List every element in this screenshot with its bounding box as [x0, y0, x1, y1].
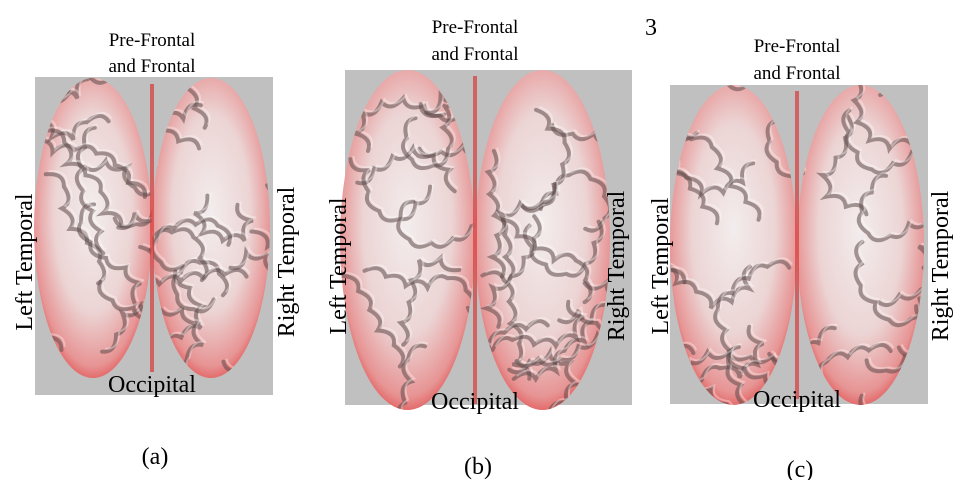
- top-label: and Frontal: [753, 63, 840, 84]
- left-label: Left Temporal: [648, 197, 674, 334]
- sulcus: [860, 396, 902, 480]
- panel: Pre-Frontal and Frontal Left Temporal Right…: [575, 0, 954, 480]
- bottom-label: Occipital: [753, 387, 841, 413]
- brain-hemisphere: [475, 70, 610, 410]
- left-label: Left Temporal: [326, 197, 352, 334]
- caption: (b): [464, 454, 492, 480]
- gyrus-highlight: [868, 0, 904, 92]
- page-number: 3: [645, 15, 657, 41]
- caption: (a): [142, 444, 169, 470]
- bottom-label: Occipital: [431, 389, 519, 415]
- top-label: Pre-Frontal: [109, 30, 196, 51]
- top-label: Pre-Frontal: [754, 36, 841, 57]
- top-label: and Frontal: [431, 44, 518, 65]
- bottom-label: Occipital: [108, 372, 196, 398]
- gyrus-highlight: [863, 393, 905, 480]
- panel: Pre-Frontal and Frontal Left Temporal Right…: [11, 2, 344, 471]
- right-label: Right Temporal: [604, 190, 630, 341]
- left-label: Left Temporal: [12, 193, 38, 330]
- top-label: Pre-Frontal: [432, 17, 519, 38]
- caption: (c): [787, 457, 814, 480]
- sulcus: [865, 0, 901, 95]
- right-label: Right Temporal: [928, 190, 954, 341]
- figure: 3 Pre-Frontal and Frontal Left Temporal Rig…: [0, 0, 954, 480]
- top-label: and Frontal: [108, 56, 195, 77]
- right-label: Right Temporal: [274, 186, 300, 337]
